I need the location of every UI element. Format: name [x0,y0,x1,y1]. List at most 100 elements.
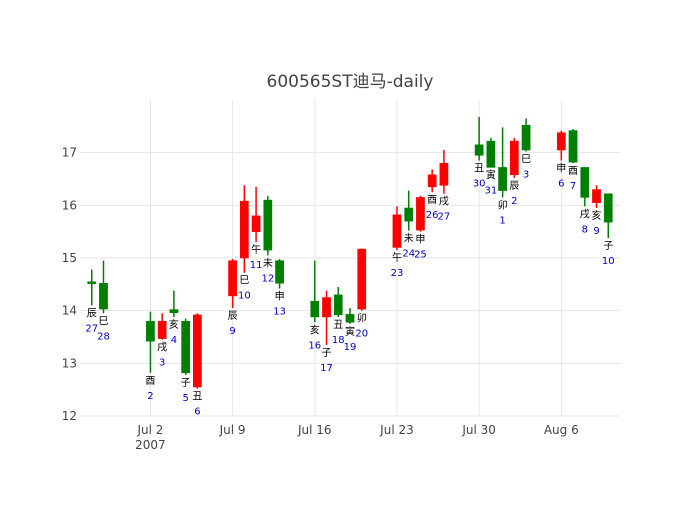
candle-day-label: 24 [402,249,415,260]
candle-day-label: 1 [499,215,505,226]
candle-body [333,294,343,316]
candle-branch-label: 酉 [568,166,578,177]
y-tick-label: 13 [62,356,77,370]
candle [87,269,97,306]
candle-day-label: 19 [344,342,357,353]
y-tick-label: 15 [62,251,77,265]
y-tick-label: 14 [62,304,77,318]
candle-day-label: 27 [85,323,98,334]
candle-day-label: 30 [473,179,486,190]
candle-body [592,189,601,203]
candle-body [357,248,367,310]
candle-branch-label: 午 [251,243,261,256]
candle-day-label: 9 [593,226,599,237]
candle-branch-label: 辰 [509,180,519,192]
x-tick-label: Aug 6 [544,423,579,437]
candle-branch-label: 辰 [228,310,238,322]
candle-body [416,197,425,231]
candle [392,206,402,251]
candle-branch-label: 寅 [345,325,355,338]
candle-day-label: 16 [308,340,321,351]
candle-day-label: 17 [320,363,333,374]
candle [416,195,425,232]
candle [486,137,496,168]
candle-body [439,162,449,186]
candle-day-label: 31 [485,185,498,196]
candle-body [322,297,331,318]
candle-day-label: 12 [261,273,274,284]
candle [239,185,249,273]
candle [592,185,601,208]
candle-day-label: 25 [414,250,427,261]
candle-branch-label: 申 [275,290,285,303]
candle-day-label: 6 [558,179,564,190]
candle [251,186,261,243]
candle-branch-label: 巳 [98,315,108,327]
candle-body [251,215,261,232]
candle [427,169,437,193]
candle [193,313,202,389]
candle [509,137,519,178]
candle-branch-label: 申 [556,162,566,175]
candle-body [193,314,202,388]
candle-branch-label: 丑 [192,392,202,403]
candle [439,150,449,194]
candle-body [427,174,437,188]
candle-day-label: 10 [602,256,615,267]
candle-body [239,200,249,259]
candle-body [509,140,519,176]
candle-day-label: 8 [582,224,588,235]
candle-branch-label: 巳 [521,154,531,166]
candle-branch-label: 丑 [333,320,343,331]
candle [521,118,531,152]
candle-branch-label: 巳 [239,275,249,287]
candle-body [568,130,578,163]
candle-body [486,140,496,168]
candle-branch-label: 戌 [580,207,590,220]
candle-body [404,207,414,222]
candle [181,318,191,375]
y-tick-label: 12 [62,409,77,423]
candle-branch-label: 亥 [169,318,179,331]
candle [146,311,155,373]
candle-body [580,167,590,198]
candle-body [146,320,155,342]
candle [333,286,343,317]
x-tick-label: Jul 30 [461,423,496,437]
candle-layer [87,116,613,389]
candle [556,130,566,161]
candle-day-label: 6 [194,407,200,418]
candle [357,248,367,311]
candle-branch-label: 戌 [157,341,167,354]
candle-day-label: 9 [229,326,235,337]
candle-body [157,320,167,339]
candle-day-label: 11 [250,260,263,271]
x-tick-label: Jul 16 [297,423,332,437]
candle-body [345,314,355,323]
candle [603,193,613,238]
candle-day-label: 27 [438,212,451,223]
candle-day-label: 18 [332,335,345,346]
candle-body [228,260,237,297]
candle-day-label: 5 [182,393,188,404]
candle-day-label: 4 [171,335,177,346]
candle [99,260,108,314]
candle-branch-label: 酉 [427,195,437,206]
candle-day-label: 13 [273,307,286,318]
candle [498,127,507,198]
candle-day-label: 28 [97,331,110,342]
candle-branch-label: 亥 [592,209,602,222]
candle-body [474,144,484,156]
candle-day-label: 26 [426,210,439,221]
candle-branch-label: 卯 [357,313,367,325]
candle-body [556,132,566,151]
x-tick-label: Jul 2 [136,423,163,437]
candle-body [169,309,179,314]
candle [228,259,237,309]
x-tick-year-label: 2007 [135,438,166,452]
candle [169,290,179,317]
y-tick-label: 17 [62,146,77,160]
